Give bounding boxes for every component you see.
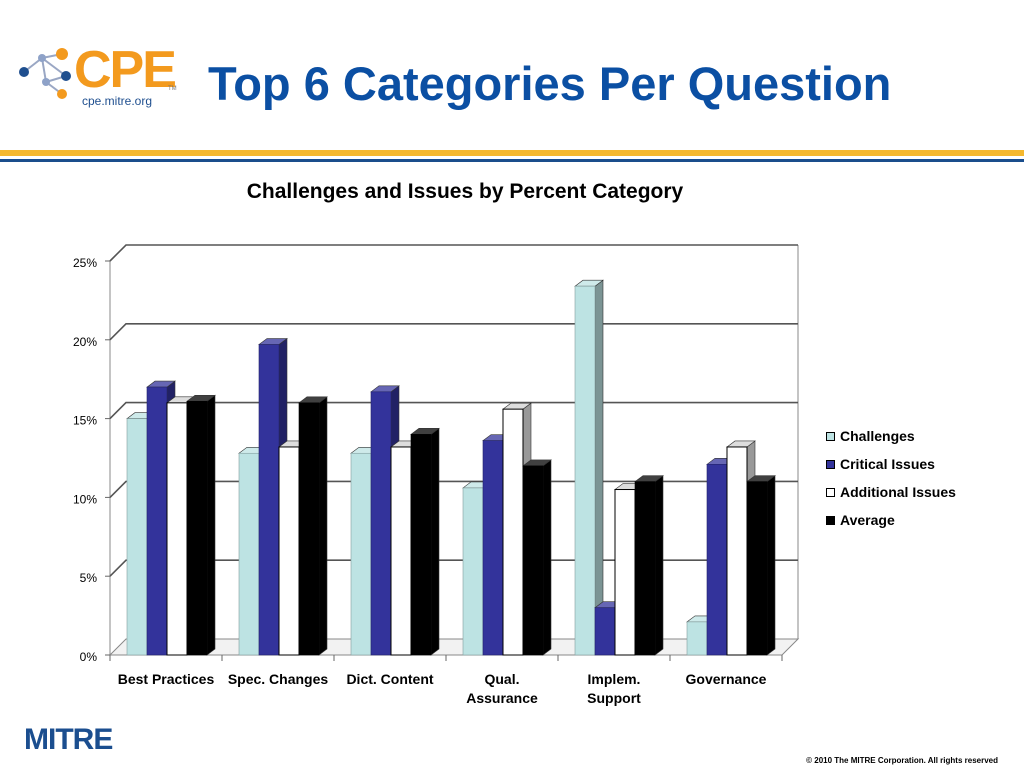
bar-best-practices-additional-issues bbox=[166, 402, 188, 656]
legend-label-average: Average bbox=[840, 512, 895, 528]
bar-qual-assurance-average bbox=[522, 465, 544, 656]
gridline-4 bbox=[109, 322, 798, 341]
bar-governance-average-side bbox=[766, 475, 776, 656]
bar-dict-content-critical-issues bbox=[370, 391, 392, 656]
header-rule-gold bbox=[0, 150, 1024, 156]
gridline-3 bbox=[109, 401, 798, 420]
gridline-2 bbox=[109, 480, 798, 498]
bar-governance-critical-issues bbox=[706, 464, 728, 656]
x-label-governance: Governance bbox=[686, 671, 767, 687]
bar-qual-assurance-challenges bbox=[462, 487, 484, 656]
bar-implem-support-challenges-side bbox=[594, 279, 604, 656]
bar-best-practices-average bbox=[186, 400, 208, 656]
bar-implem-support-average bbox=[634, 481, 656, 656]
bar-spec-changes-additional-issues bbox=[278, 446, 300, 656]
x-label-spec-changes: Spec. Changes bbox=[228, 671, 329, 687]
bar-spec-changes-average-side bbox=[318, 396, 328, 656]
cpe-logo-trademark: TM bbox=[168, 86, 177, 92]
bar-dict-content-average-side bbox=[430, 427, 440, 656]
legend-swatch-challenges bbox=[826, 431, 835, 441]
legend-swatch-average bbox=[826, 515, 835, 525]
slide-title: Top 6 Categories Per Question bbox=[208, 57, 892, 110]
x-label-qual-assurance: Qual. Assurance bbox=[466, 671, 538, 706]
legend-swatch-critical-issues bbox=[826, 459, 835, 469]
legend-item-critical-issues: Critical Issues bbox=[826, 450, 956, 478]
bar-qual-assurance-critical-issues bbox=[482, 440, 504, 656]
mitre-logo: MITRE bbox=[24, 723, 113, 756]
bar-implem-support-challenges bbox=[574, 285, 596, 656]
bar-spec-changes-challenges bbox=[238, 452, 260, 656]
legend-label-critical-issues: Critical Issues bbox=[840, 456, 935, 472]
legend-label-additional-issues: Additional Issues bbox=[840, 484, 956, 500]
legend-label-challenges: Challenges bbox=[840, 428, 915, 444]
legend-swatch-additional-issues bbox=[826, 487, 835, 497]
header-rule-blue bbox=[0, 159, 1024, 162]
gridline-1 bbox=[109, 559, 798, 577]
bar-governance-challenges bbox=[686, 621, 708, 656]
chart-title: Challenges and Issues by Percent Categor… bbox=[246, 180, 684, 203]
bar-implem-support-additional-issues bbox=[614, 489, 636, 656]
bar-dict-content-additional-issues bbox=[390, 446, 412, 656]
cpe-logo-text: CPE bbox=[74, 41, 177, 99]
chart-legend: Challenges Critical Issues Additional Is… bbox=[826, 422, 956, 534]
x-label-implem-support: Implem. Support bbox=[587, 671, 641, 706]
y-tick-label-2: 10% bbox=[73, 492, 97, 506]
x-label-best-practices: Best Practices bbox=[118, 671, 215, 687]
legend-item-challenges: Challenges bbox=[826, 422, 956, 450]
y-tick-label-4: 20% bbox=[73, 335, 97, 349]
bar-implem-support-average-side bbox=[654, 475, 664, 656]
y-tick-label-1: 5% bbox=[80, 571, 98, 585]
y-tick-label-0: 0% bbox=[80, 650, 98, 664]
bar-dict-content-challenges bbox=[350, 452, 372, 656]
bar-best-practices-average-side bbox=[206, 394, 216, 656]
bar-best-practices-challenges bbox=[126, 418, 148, 656]
legend-item-additional-issues: Additional Issues bbox=[826, 478, 956, 506]
x-label-dict-content: Dict. Content bbox=[346, 671, 433, 687]
bar-qual-assurance-additional-issues bbox=[502, 408, 524, 656]
bar-qual-assurance-average-side bbox=[542, 459, 552, 656]
y-tick-label-5: 25% bbox=[73, 256, 97, 270]
legend-item-average: Average bbox=[826, 506, 956, 534]
bar-best-practices-critical-issues bbox=[146, 386, 168, 656]
cpe-logo-url: cpe.mitre.org bbox=[82, 94, 153, 108]
bar-governance-average bbox=[746, 481, 768, 656]
bar-governance-additional-issues bbox=[726, 446, 748, 656]
bar-dict-content-average bbox=[410, 434, 432, 656]
bar-implem-support-critical-issues bbox=[594, 607, 616, 656]
gridline-5 bbox=[109, 244, 798, 262]
y-tick-label-3: 15% bbox=[73, 414, 97, 428]
cpe-logo-graphic bbox=[19, 48, 71, 99]
bar-spec-changes-critical-issues bbox=[258, 344, 280, 656]
copyright-notice: © 2010 The MITRE Corporation. All rights… bbox=[806, 756, 998, 765]
bar-spec-changes-average bbox=[298, 402, 320, 656]
